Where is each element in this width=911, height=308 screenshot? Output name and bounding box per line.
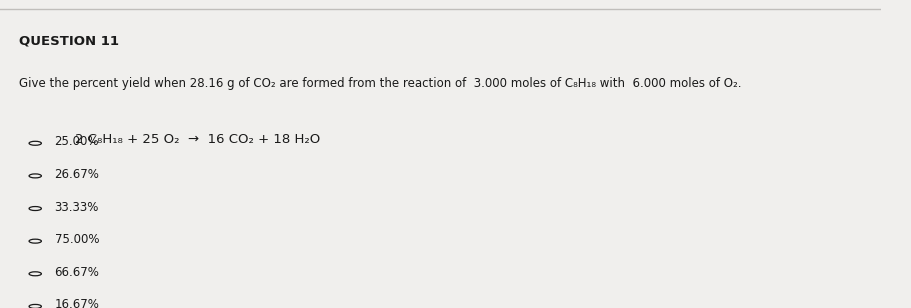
Text: 26.67%: 26.67%	[55, 168, 99, 181]
Text: 66.67%: 66.67%	[55, 266, 99, 279]
Text: QUESTION 11: QUESTION 11	[19, 34, 119, 47]
Text: Give the percent yield when 28.16 g of CO₂ are formed from the reaction of  3.00: Give the percent yield when 28.16 g of C…	[19, 77, 741, 90]
Text: 75.00%: 75.00%	[55, 233, 99, 246]
Text: 25.00%: 25.00%	[55, 135, 99, 148]
Text: 2 C₈H₁₈ + 25 O₂  →  16 CO₂ + 18 H₂O: 2 C₈H₁₈ + 25 O₂ → 16 CO₂ + 18 H₂O	[75, 133, 320, 146]
Text: 16.67%: 16.67%	[55, 298, 99, 308]
Text: 33.33%: 33.33%	[55, 201, 99, 214]
